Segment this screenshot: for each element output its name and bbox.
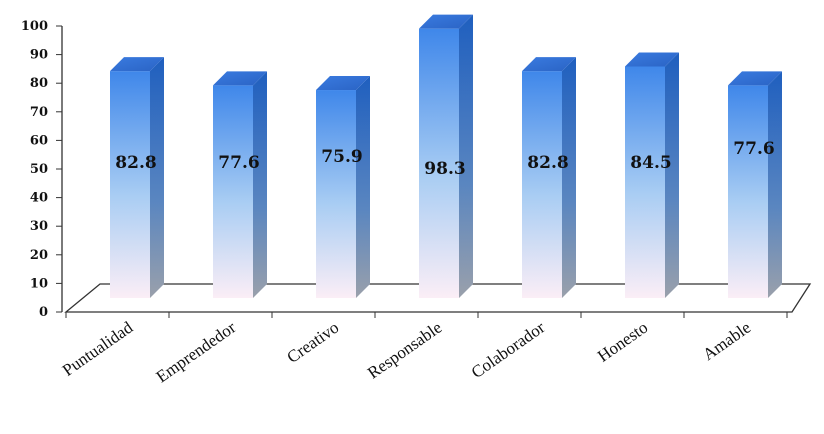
y-tick-label: 40: [30, 191, 48, 206]
bar-top: [522, 57, 576, 72]
bar: [522, 57, 576, 299]
bar-top: [110, 57, 164, 72]
x-category-label: Creativo: [283, 318, 342, 367]
data-label: 82.8: [115, 153, 156, 173]
bar-front: [419, 28, 459, 299]
bar-top: [419, 14, 473, 29]
x-axis-categories: Puntualidad Emprendedor Creativo Responsabl…: [59, 317, 754, 386]
bar-side: [356, 76, 370, 298]
bar-top: [625, 52, 679, 67]
bar: [625, 52, 679, 298]
x-category-label: Amable: [699, 318, 754, 364]
y-tick-label: 30: [30, 219, 48, 234]
chart-bars: [110, 14, 782, 299]
bar-side: [150, 57, 164, 299]
y-tick-label: 70: [30, 105, 48, 120]
y-tick-label: 10: [30, 276, 48, 291]
bar: [728, 71, 782, 298]
bar-top: [213, 71, 267, 86]
bar-front: [728, 85, 768, 298]
data-label: 77.6: [733, 139, 774, 159]
bar-front: [522, 71, 562, 299]
bar-side: [562, 57, 576, 299]
data-label: 98.3: [424, 159, 465, 179]
bar-front: [316, 90, 356, 298]
x-category-label: Puntualidad: [59, 317, 137, 379]
bar-front: [625, 66, 665, 298]
chart-floor: [64, 283, 812, 313]
y-tick-label: 100: [21, 19, 48, 34]
data-label: 84.5: [630, 153, 671, 173]
bar: [316, 76, 370, 298]
bar-side: [768, 71, 782, 298]
bar-front: [213, 85, 253, 298]
y-tick-label: 80: [30, 76, 48, 91]
y-tick-label: 50: [30, 162, 48, 177]
y-tick-label: 0: [39, 305, 48, 320]
data-label: 82.8: [527, 153, 568, 173]
bar-top: [316, 76, 370, 91]
data-label: 77.6: [218, 153, 259, 173]
data-labels: 82.8 77.6 75.9 98.3 82.8 84.5 77.6: [115, 139, 774, 179]
bar: [419, 14, 473, 299]
x-category-label: Emprendedor: [153, 318, 240, 387]
bar-side: [459, 14, 473, 299]
bar: [110, 57, 164, 299]
bar-side: [665, 52, 679, 298]
x-category-label: Honesto: [594, 318, 651, 366]
y-axis-ticks: 0 10 20 30 40 50 60 70 80 90 100: [21, 19, 62, 320]
bar-top: [728, 71, 782, 86]
bar-side: [253, 71, 267, 298]
x-category-label: Colaborador: [468, 318, 549, 382]
y-tick-label: 60: [30, 133, 48, 148]
y-tick-label: 90: [30, 48, 48, 63]
data-label: 75.9: [321, 147, 362, 167]
y-tick-label: 20: [30, 248, 48, 263]
bar-front: [110, 71, 150, 299]
x-category-label: Responsable: [364, 318, 445, 383]
bar: [213, 71, 267, 298]
